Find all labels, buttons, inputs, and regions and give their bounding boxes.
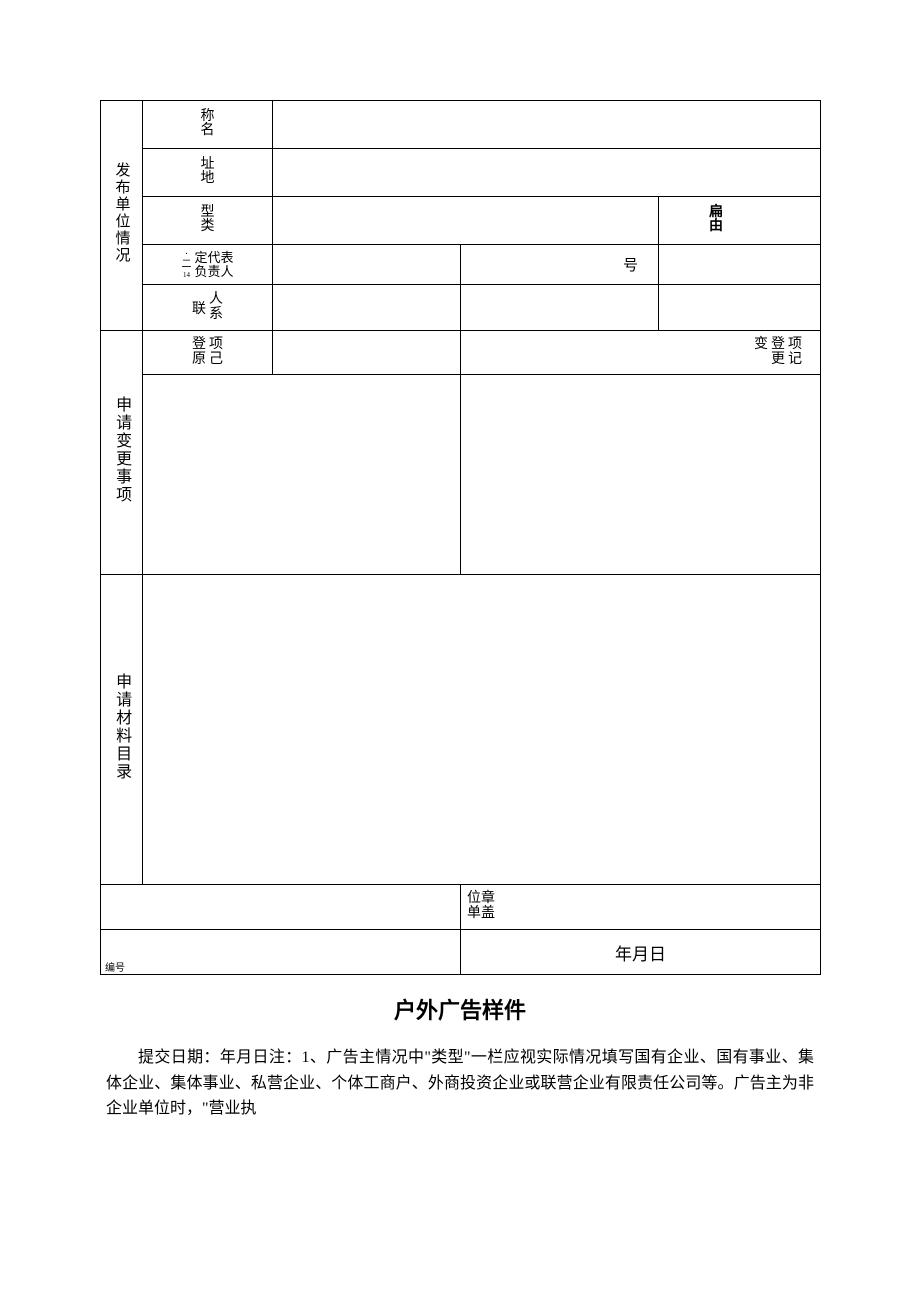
form-table: 发布单位情况 称名 址地 型类 扁由 ·二14 定代表负责人 号 [100, 100, 821, 975]
notes-paragraph: 提交日期：年月日注：1、广告主情况中"类型"一栏应视实际情况填写国有企业、国有事… [106, 1045, 814, 1122]
row-name-value [273, 101, 821, 149]
change-content-left [143, 375, 461, 575]
seal-left [101, 885, 461, 930]
row-legal-value [273, 245, 461, 285]
row-contact-value2 [461, 285, 659, 331]
doc-title: 户外广告样件 [100, 993, 820, 1025]
row-type-value [273, 197, 659, 245]
change-content-right [461, 375, 821, 575]
materials-content [143, 575, 821, 885]
row-addr-value [273, 149, 821, 197]
section-publisher-label: 发布单位情况 [101, 101, 143, 331]
row-type-right-label: 扁由 [659, 197, 821, 245]
row-type-label: 型类 [143, 197, 273, 245]
change-right-header: 变 登更 项记 [461, 331, 821, 375]
date-cell: 年月日 [461, 930, 821, 975]
serial-label: 编号 [101, 959, 125, 974]
row-legal-right-value [659, 245, 821, 285]
row-name-label: 称名 [143, 101, 273, 149]
seal-label: 位章单盖 [461, 885, 821, 930]
bottom-left: 编号 [101, 930, 461, 975]
row-legal-right-label: 号 [461, 245, 659, 285]
row-addr-label: 址地 [143, 149, 273, 197]
section-materials-label: 申请材料目录 [101, 575, 143, 885]
change-left-header: 登原 项己 [143, 331, 273, 375]
section-change-label: 申请变更事项 [101, 331, 143, 575]
row-contact-label: 联 人系 [143, 285, 273, 331]
change-left-header-value [273, 331, 461, 375]
row-contact-value3 [659, 285, 821, 331]
row-legal-label: ·二14 定代表负责人 [143, 245, 273, 285]
row-contact-value1 [273, 285, 461, 331]
